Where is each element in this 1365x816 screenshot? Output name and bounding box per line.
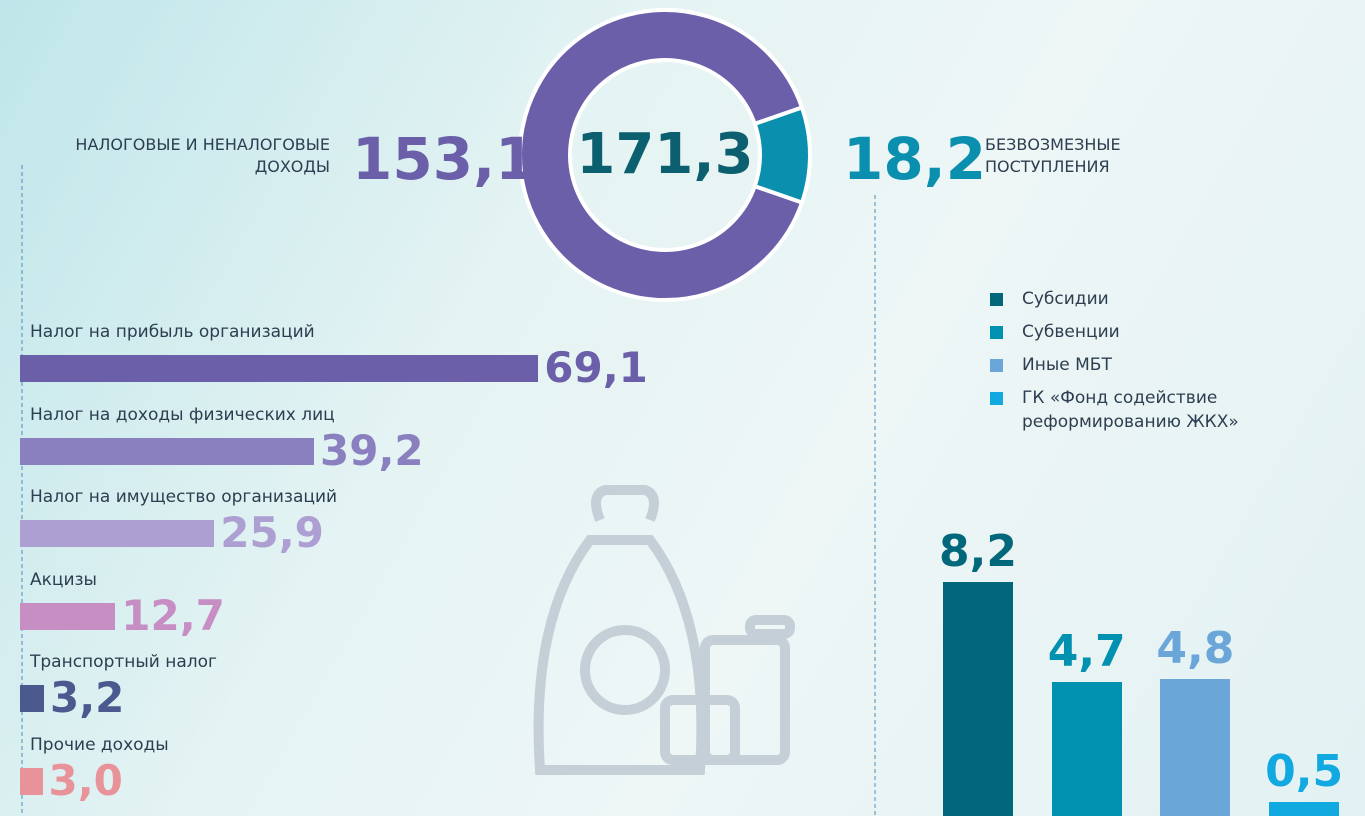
donut-segment — [518, 8, 805, 302]
legend-label: Иные МБТ — [1022, 355, 1112, 375]
donut-total: 171,3 — [576, 122, 754, 187]
legend-swatch — [990, 359, 1003, 372]
bar-label: Налог на прибыль организаций — [30, 322, 315, 342]
bar-label: Транспортный налог — [30, 652, 217, 672]
bar-value: 69,1 — [544, 343, 648, 392]
bar-value: 12,7 — [121, 590, 225, 640]
bar-value: 25,9 — [220, 508, 324, 557]
donut-segment — [752, 104, 812, 206]
bar — [20, 520, 215, 547]
bar — [20, 685, 44, 712]
bar-label: Прочие доходы — [30, 734, 169, 755]
money-bag-icon — [533, 485, 795, 775]
segment-value: 153,1 — [352, 125, 536, 193]
legend-label: Субвенции — [1022, 322, 1120, 342]
legend-swatch — [990, 392, 1003, 405]
bar-value: 4,7 — [1047, 626, 1126, 678]
bar-label: Налог на доходы физических лиц — [30, 404, 335, 425]
bar — [20, 437, 314, 465]
legend-label: ГК «Фонд содействие реформированию ЖКХ» — [1022, 388, 1239, 432]
segment-label: БЕЗВОЗМЕЗНЫЕ ПОСТУПЛЕНИЯ — [985, 135, 1121, 176]
bar-value: 8,2 — [939, 526, 1017, 578]
segment-label: НАЛОГОВЫЕ И НЕНАЛОГОВЫЕ ДОХОДЫ — [75, 135, 330, 176]
bar-value: 3,0 — [48, 755, 123, 805]
segment-value: 18,2 — [843, 125, 987, 193]
bar-value: 0,5 — [1265, 745, 1344, 797]
bar-label: Акцизы — [30, 569, 97, 590]
bar — [20, 355, 539, 382]
legend-label: Субсидии — [1022, 289, 1109, 309]
bar — [20, 602, 116, 630]
bar-label: Налог на имущество организаций — [30, 487, 338, 507]
legend-swatch — [990, 293, 1003, 306]
bar — [1051, 682, 1122, 816]
bar-value: 39,2 — [320, 425, 424, 475]
bar — [943, 582, 1013, 816]
bar — [1160, 679, 1231, 816]
bar — [20, 767, 43, 795]
bar-value: 4,8 — [1156, 623, 1235, 675]
bar-value: 3,2 — [50, 673, 125, 722]
legend-swatch — [990, 326, 1003, 339]
bar — [1269, 801, 1340, 816]
